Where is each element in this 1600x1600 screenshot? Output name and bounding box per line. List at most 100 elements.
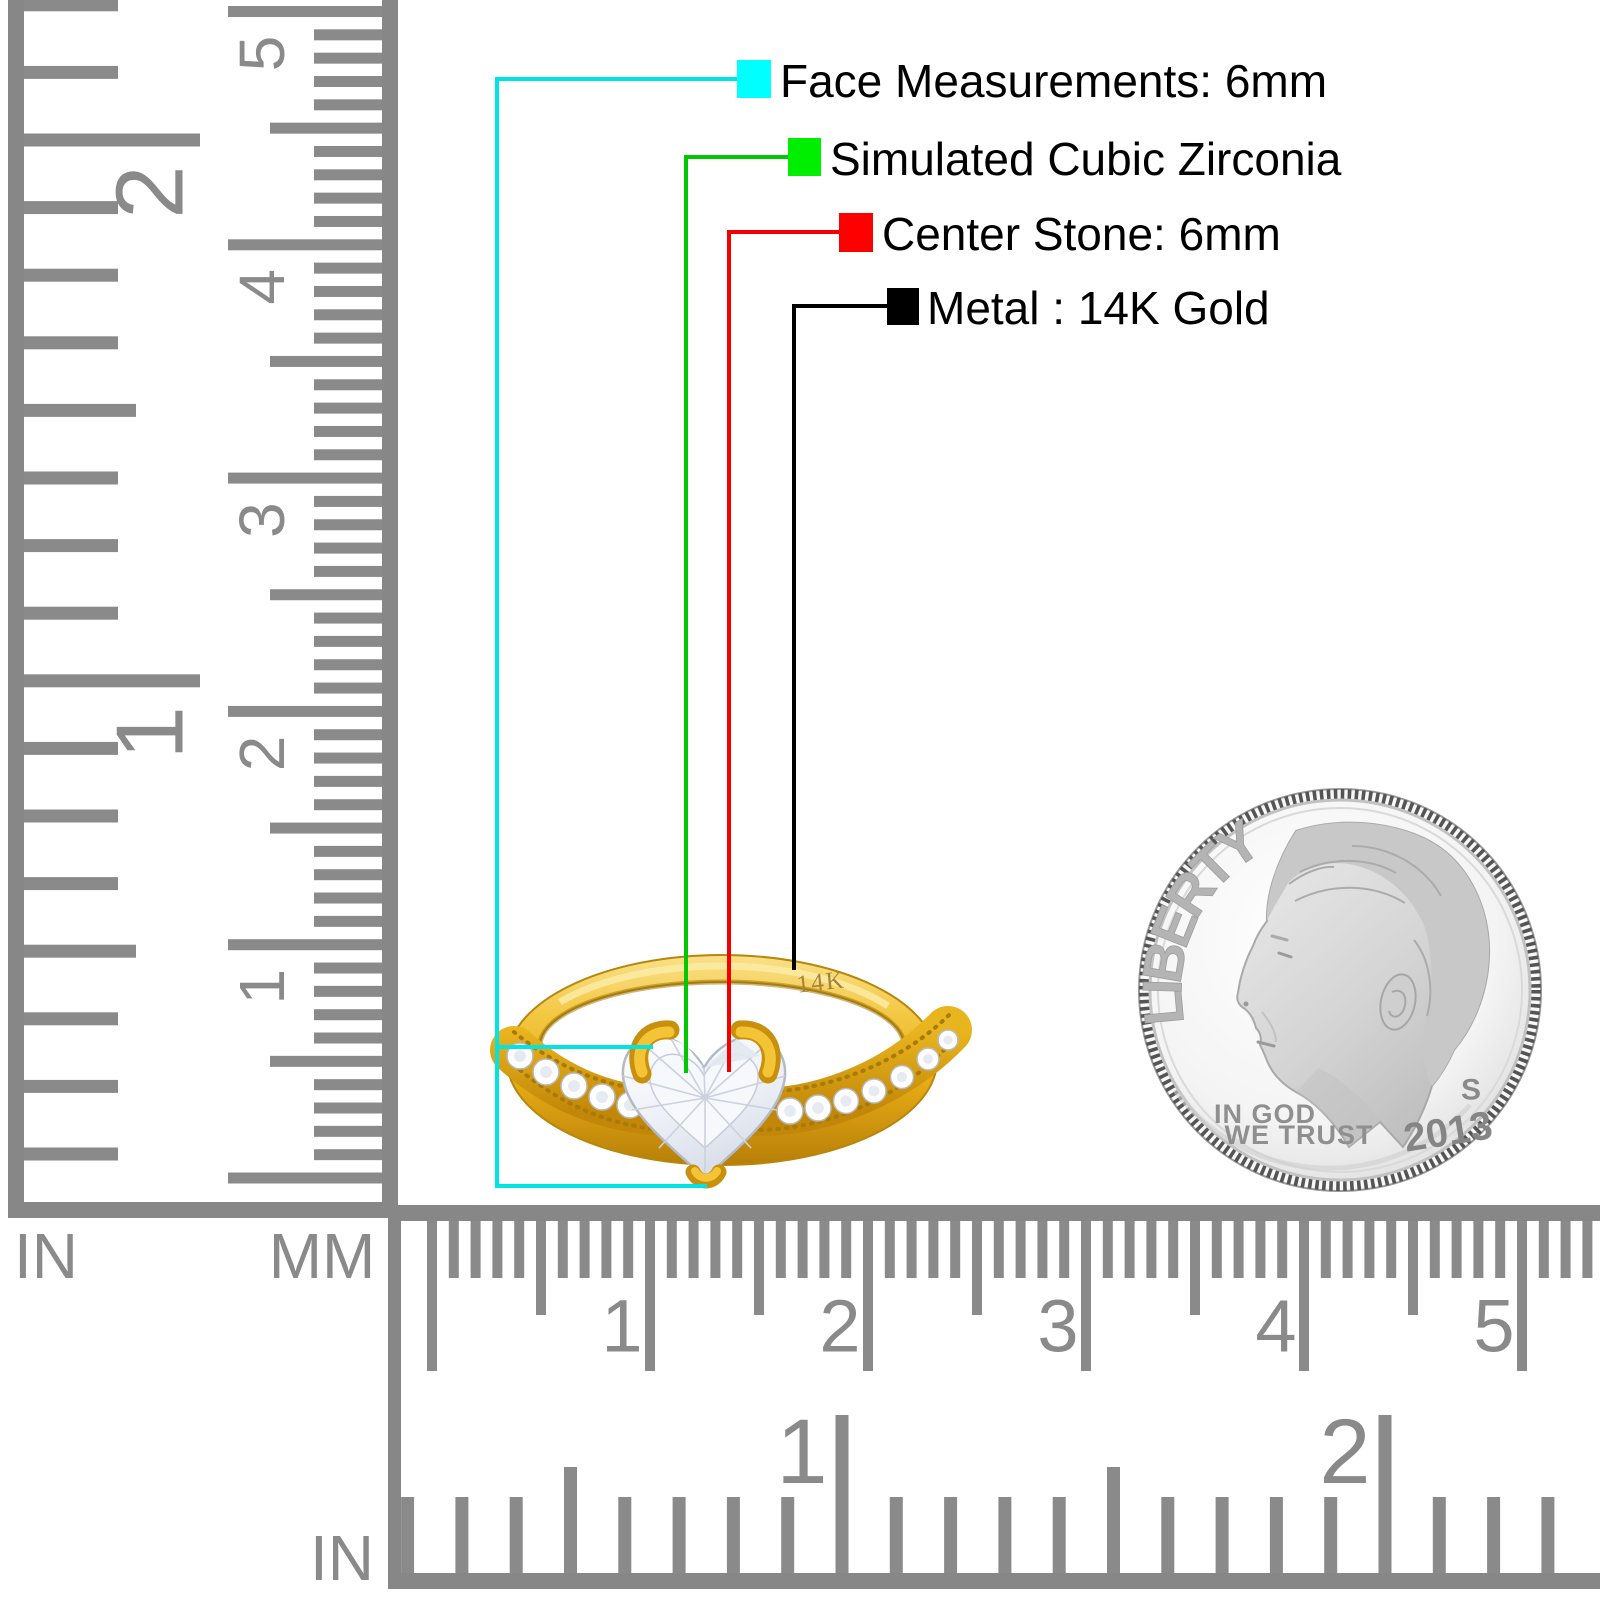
bottom-mm-tick bbox=[928, 1221, 939, 1278]
bottom-mm-tick bbox=[1342, 1221, 1353, 1278]
left-mm-tick bbox=[314, 1009, 382, 1021]
roosevelt-portrait bbox=[1236, 821, 1491, 1149]
portrait-nostril bbox=[1243, 1001, 1249, 1007]
bottom-inch-tick bbox=[889, 1497, 903, 1573]
accent-stone-facet bbox=[540, 1066, 552, 1078]
left-mm-tick bbox=[228, 6, 382, 17]
bottom-mm-tick bbox=[863, 1221, 873, 1371]
left-mm-tick bbox=[314, 495, 382, 507]
left-mm-tick bbox=[314, 99, 382, 111]
left-inch-tick bbox=[24, 1012, 118, 1026]
left-inch-tick bbox=[24, 809, 118, 823]
bottom-ruler-numbers: 1 2 3 4 5 1 2 bbox=[601, 1285, 1514, 1504]
accent-stone-facet bbox=[514, 1050, 526, 1062]
left-mm-number: 4 bbox=[226, 269, 298, 305]
label-center-stone: Center Stone: 6mm bbox=[882, 208, 1281, 260]
bottom-inch-tick bbox=[726, 1497, 740, 1573]
bottom-mm-tick bbox=[514, 1221, 525, 1278]
left-ruler-ticks bbox=[24, 0, 382, 1184]
bottom-mm-tick bbox=[841, 1221, 852, 1278]
left-mm-tick bbox=[314, 379, 382, 391]
portrait-neck-shadow bbox=[1296, 1068, 1380, 1147]
left-ruler-inch-bar bbox=[8, 0, 24, 1218]
accent-stone-facet bbox=[568, 1080, 580, 1092]
bottom-inch-tick bbox=[564, 1467, 577, 1573]
bottom-inch-tick bbox=[781, 1497, 795, 1573]
bottom-mm-tick bbox=[1102, 1221, 1113, 1278]
coin-motto-line2: WE TRUST bbox=[1225, 1120, 1374, 1150]
accent-stone-facet bbox=[784, 1105, 796, 1117]
bottom-inch-tick bbox=[618, 1497, 632, 1573]
bottom-inch-tick bbox=[672, 1497, 686, 1573]
portrait-hair-strands bbox=[1288, 845, 1442, 1017]
bottom-mm-tick bbox=[1473, 1221, 1484, 1278]
bottom-inch-tick bbox=[401, 1497, 415, 1573]
left-mm-tick bbox=[314, 519, 382, 531]
left-mm-tick bbox=[314, 449, 382, 461]
label-metal: Metal : 14K Gold bbox=[927, 282, 1270, 334]
portrait-ear-inner bbox=[1388, 989, 1407, 1018]
left-mm-tick bbox=[314, 752, 382, 764]
left-mm-tick bbox=[314, 799, 382, 811]
ring-top-highlight bbox=[558, 962, 890, 1009]
portrait-ear bbox=[1379, 973, 1417, 1031]
portrait-hair bbox=[1266, 822, 1490, 1086]
left-mm-tick bbox=[314, 869, 382, 881]
callout-line-face-measurements bbox=[495, 77, 737, 1188]
bottom-ruler-bottom-bar bbox=[388, 1573, 1600, 1589]
left-mm-tick bbox=[314, 1032, 382, 1044]
left-mm-tick bbox=[314, 215, 382, 227]
left-inch-tick bbox=[24, 268, 118, 282]
left-inch-tick bbox=[24, 606, 118, 620]
accent-stone-facet bbox=[840, 1095, 852, 1107]
bottom-mm-tick bbox=[1517, 1221, 1527, 1371]
bottom-mm-tick bbox=[1081, 1221, 1091, 1371]
bottom-mm-tick bbox=[1364, 1221, 1375, 1278]
bottom-mm-tick bbox=[1495, 1221, 1506, 1278]
ring-prongs bbox=[629, 1020, 781, 1189]
left-inch-tick bbox=[24, 336, 118, 350]
left-mm-tick bbox=[314, 402, 382, 414]
left-inch-tick bbox=[24, 1079, 118, 1093]
swatch-face-measurements bbox=[737, 60, 771, 98]
left-mm-tick bbox=[270, 589, 382, 601]
bottom-mm-tick bbox=[645, 1221, 655, 1371]
bottom-mm-tick bbox=[492, 1221, 503, 1278]
heart-stone-facet-shade bbox=[704, 1039, 760, 1068]
left-mm-tick bbox=[228, 239, 382, 251]
bottom-mm-number: 4 bbox=[1255, 1285, 1296, 1368]
left-inch-tick bbox=[24, 471, 118, 485]
bottom-mm-tick bbox=[557, 1221, 568, 1278]
portrait-features bbox=[1256, 934, 1293, 1048]
bottom-mm-tick bbox=[710, 1221, 721, 1278]
heart-center-stone bbox=[621, 1035, 787, 1180]
left-mm-tick bbox=[314, 169, 382, 181]
left-mm-tick bbox=[270, 355, 382, 367]
left-mm-tick bbox=[314, 1149, 382, 1161]
ring-engraving: 14K bbox=[795, 967, 847, 999]
bottom-mm-tick bbox=[623, 1221, 634, 1278]
left-mm-tick bbox=[228, 939, 382, 951]
accent-stone-facet bbox=[812, 1102, 824, 1114]
left-inch-tick bbox=[24, 539, 118, 553]
bottom-mm-tick bbox=[688, 1221, 699, 1278]
bottom-mm-tick bbox=[1211, 1221, 1222, 1278]
left-mm-tick bbox=[314, 29, 382, 41]
bottom-mm-tick bbox=[1277, 1221, 1288, 1278]
left-mm-number: 5 bbox=[226, 36, 298, 72]
label-simulated-cz: Simulated Cubic Zirconia bbox=[830, 133, 1342, 185]
left-mm-tick bbox=[314, 262, 382, 274]
bottom-mm-tick bbox=[579, 1221, 590, 1278]
bottom-mm-number: 1 bbox=[601, 1285, 642, 1368]
left-inch-tick bbox=[24, 877, 118, 891]
bottom-mm-tick bbox=[1233, 1221, 1244, 1278]
left-ruler-unit-mm: MM bbox=[269, 1220, 376, 1292]
bottom-mm-tick bbox=[601, 1221, 612, 1278]
bottom-mm-tick bbox=[1124, 1221, 1135, 1278]
callout-line-simulated-cz bbox=[684, 155, 788, 1073]
bottom-inch-tick bbox=[1432, 1497, 1446, 1573]
left-mm-tick bbox=[314, 729, 382, 741]
bottom-mm-tick bbox=[1320, 1221, 1331, 1278]
bottom-mm-tick bbox=[1560, 1221, 1571, 1278]
coin-bottom-shading bbox=[1172, 1088, 1472, 1171]
